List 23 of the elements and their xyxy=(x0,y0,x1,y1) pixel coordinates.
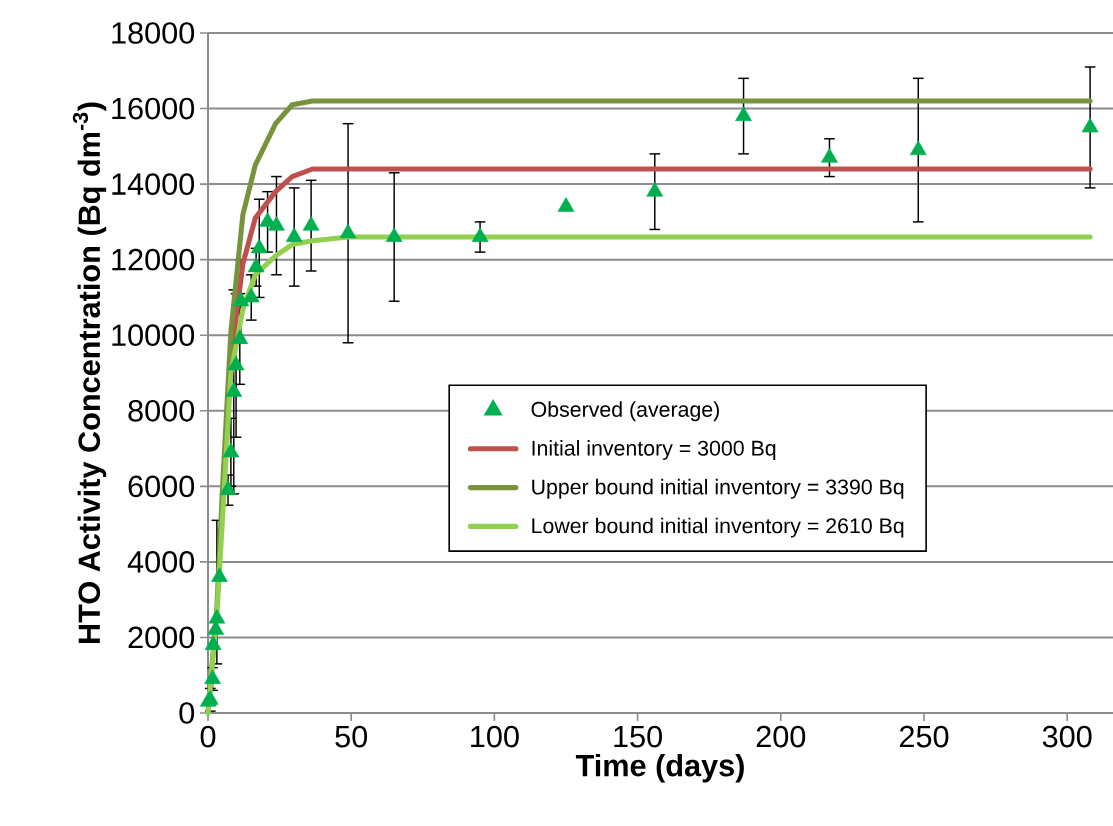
y-tick-label: 0 xyxy=(179,702,195,724)
y-tick-label: 2000 xyxy=(128,626,195,649)
y-tick-label: 10000 xyxy=(112,324,195,347)
y-tick-label: 4000 xyxy=(127,551,195,573)
legend-label: Upper bound initial inventory = 3390 Bq xyxy=(532,478,904,499)
x-tick-label: 100 xyxy=(471,725,519,748)
x-tick-label: 150 xyxy=(614,725,662,748)
x-axis-title: Time (days) xyxy=(575,753,744,783)
y-tick-label: 16000 xyxy=(112,97,195,120)
x-tick-label: 50 xyxy=(335,725,368,748)
y-tick-label: 12000 xyxy=(112,248,195,271)
y-tick-label: 6000 xyxy=(128,475,195,498)
y-axis-title: HTO Activity Concentration (Bq dm$^{-3}$) xyxy=(72,102,107,643)
legend-label: Lower bound initial inventory = 2610 Bq xyxy=(532,517,904,538)
y-tick-label: 14000 xyxy=(112,173,195,195)
x-tick-label: 250 xyxy=(899,725,949,748)
x-tick-label: 0 xyxy=(200,725,216,748)
y-tick-label: 8000 xyxy=(128,399,195,422)
x-tick-label: 200 xyxy=(756,725,806,748)
legend-label: Observed (average) xyxy=(531,401,719,422)
y-tick-label: 18000 xyxy=(112,22,195,44)
x-tick-label: 300 xyxy=(1042,725,1092,748)
legend-label: Initial inventory = 3000 Bq xyxy=(532,440,776,460)
